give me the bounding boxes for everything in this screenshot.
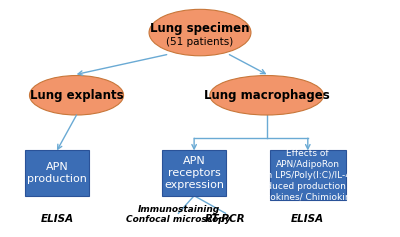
Text: ELISA: ELISA	[40, 214, 74, 224]
FancyBboxPatch shape	[24, 150, 89, 196]
Text: Lung macrophages: Lung macrophages	[204, 89, 330, 102]
Text: Effects of
APN/AdipoRon
on LPS/Poly(I:C)/IL-4-
induced production of
Cytokines/ : Effects of APN/AdipoRon on LPS/Poly(I:C)…	[255, 149, 361, 202]
Ellipse shape	[30, 76, 124, 115]
Text: RT-PCR: RT-PCR	[205, 214, 246, 224]
Text: APN
production: APN production	[27, 162, 87, 184]
Text: Immunostaining
Confocal microscopy: Immunostaining Confocal microscopy	[126, 205, 231, 224]
Text: Lung specimen: Lung specimen	[150, 22, 250, 35]
Text: (51 patients): (51 patients)	[166, 37, 234, 47]
Ellipse shape	[210, 76, 324, 115]
Text: APN
receptors
expression: APN receptors expression	[164, 156, 224, 191]
Ellipse shape	[149, 9, 251, 56]
FancyBboxPatch shape	[270, 150, 346, 200]
Text: ELISA: ELISA	[291, 214, 324, 224]
Text: Lung explants: Lung explants	[30, 89, 123, 102]
FancyBboxPatch shape	[162, 150, 226, 196]
